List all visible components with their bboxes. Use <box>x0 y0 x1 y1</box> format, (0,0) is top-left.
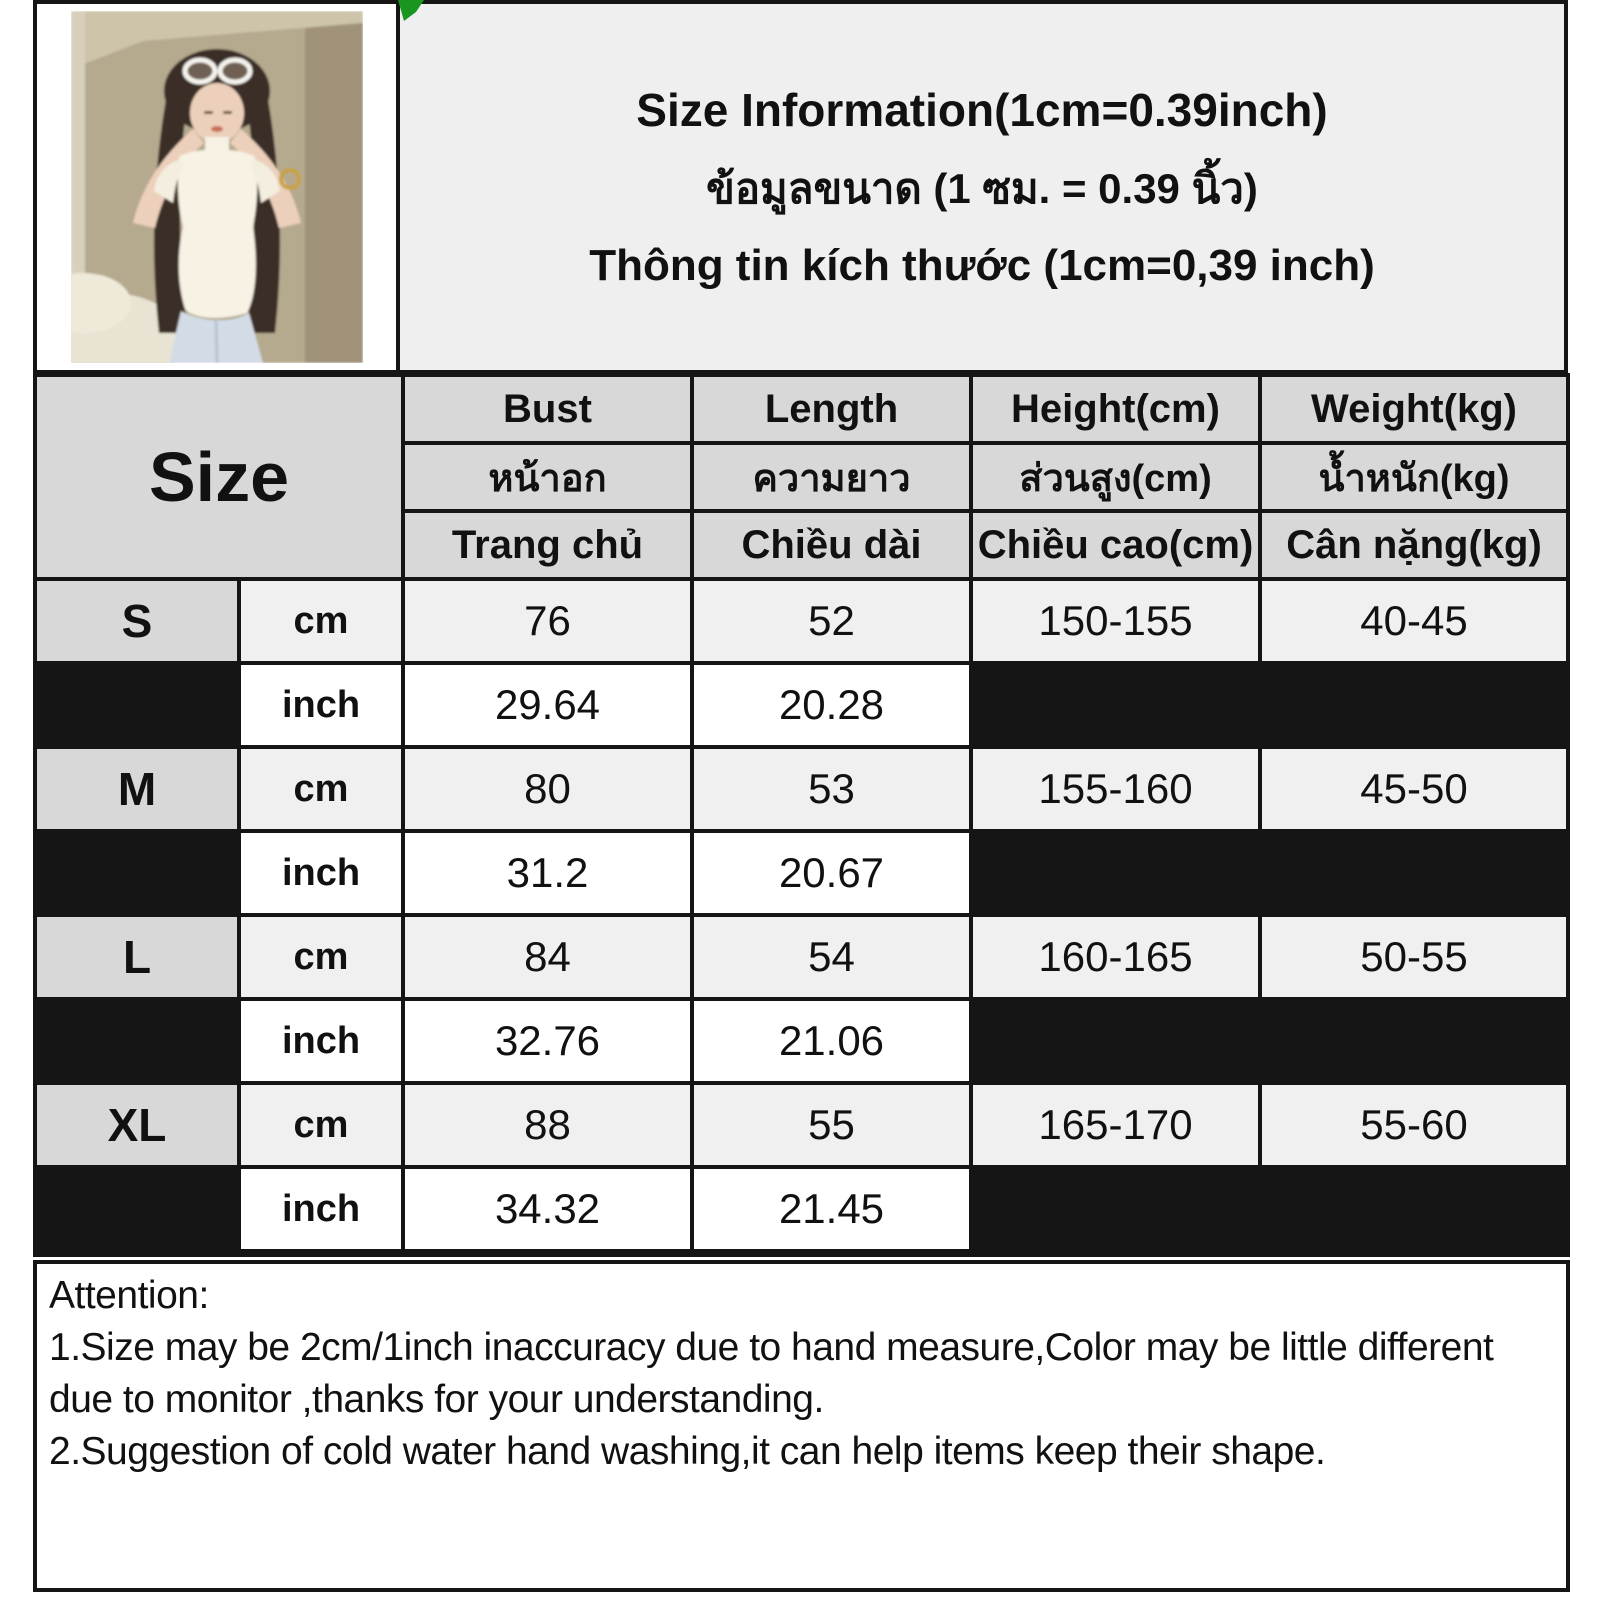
row-xl-unit-cm: cm <box>241 1085 401 1165</box>
row-m-unit-cm: cm <box>241 749 401 829</box>
title-thai: ข้อมูลขนาด (1 ซม. = 0.39 นิ้ว) <box>706 165 1258 212</box>
row-s-unit-inch: inch <box>241 665 401 745</box>
row-l-bust-cm: 84 <box>405 917 690 997</box>
col-length-en: Length <box>694 377 969 441</box>
row-s-length-inch: 20.28 <box>694 665 969 745</box>
col-length-th: ความยาว <box>694 445 969 509</box>
row-l-unit-cm: cm <box>241 917 401 997</box>
row-l-length-inch: 21.06 <box>694 1001 969 1081</box>
title-english: Size Information(1cm=0.39inch) <box>636 84 1328 136</box>
col-height-vi: Chiều cao(cm) <box>973 513 1258 577</box>
row-s-label: S <box>37 581 237 661</box>
row-m-length-cm: 53 <box>694 749 969 829</box>
product-photo <box>70 11 363 363</box>
col-weight-en: Weight(kg) <box>1262 377 1566 441</box>
row-xl-height: 165-170 <box>973 1085 1258 1165</box>
row-l-weight: 50-55 <box>1262 917 1566 997</box>
col-weight-th: น้ำหนัก(kg) <box>1262 445 1566 509</box>
size-information-title: Size Information(1cm=0.39inch) ข้อมูลขนา… <box>396 0 1568 374</box>
row-s-bust-inch: 29.64 <box>405 665 690 745</box>
row-m-weight: 45-50 <box>1262 749 1566 829</box>
col-bust-en: Bust <box>405 377 690 441</box>
col-bust-th: หน้าอก <box>405 445 690 509</box>
row-m-unit-inch: inch <box>241 833 401 913</box>
col-height-th: ส่วนสูง(cm) <box>973 445 1258 509</box>
row-l-unit-inch: inch <box>241 1001 401 1081</box>
row-xl-length-inch: 21.45 <box>694 1169 969 1249</box>
green-corner-marker-icon <box>398 0 424 21</box>
row-xl-bust-inch: 34.32 <box>405 1169 690 1249</box>
size-corner-label: Size <box>37 377 401 577</box>
row-m-label: M <box>37 749 237 829</box>
row-xl-unit-inch: inch <box>241 1169 401 1249</box>
row-s-length-cm: 52 <box>694 581 969 661</box>
title-vietnamese: Thông tin kích thước (1cm=0,39 inch) <box>589 241 1375 290</box>
row-m-length-inch: 20.67 <box>694 833 969 913</box>
col-weight-vi: Cân nặng(kg) <box>1262 513 1566 577</box>
attention-note-1: 1.Size may be 2cm/1inch inaccuracy due t… <box>49 1326 1494 1421</box>
row-xl-label: XL <box>37 1085 237 1165</box>
row-s-bust-cm: 76 <box>405 581 690 661</box>
row-m-bust-inch: 31.2 <box>405 833 690 913</box>
col-height-en: Height(cm) <box>973 377 1258 441</box>
row-l-label: L <box>37 917 237 997</box>
attention-notes: Attention: 1.Size may be 2cm/1inch inacc… <box>33 1260 1570 1592</box>
row-m-bust-cm: 80 <box>405 749 690 829</box>
row-xl-weight: 55-60 <box>1262 1085 1566 1165</box>
size-table: Size Bust Length Height(cm) Weight(kg) ห… <box>33 373 1570 1257</box>
row-l-bust-inch: 32.76 <box>405 1001 690 1081</box>
row-s-height: 150-155 <box>973 581 1258 661</box>
row-s-weight: 40-45 <box>1262 581 1566 661</box>
product-photo-cell <box>33 0 400 374</box>
attention-heading: Attention: <box>49 1274 209 1317</box>
row-l-height: 160-165 <box>973 917 1258 997</box>
row-s-unit-cm: cm <box>241 581 401 661</box>
row-xl-bust-cm: 88 <box>405 1085 690 1165</box>
col-length-vi: Chiều dài <box>694 513 969 577</box>
col-bust-vi: Trang chủ <box>405 513 690 577</box>
attention-note-2: 2.Suggestion of cold water hand washing,… <box>49 1430 1326 1473</box>
row-xl-length-cm: 55 <box>694 1085 969 1165</box>
row-m-height: 155-160 <box>973 749 1258 829</box>
row-l-length-cm: 54 <box>694 917 969 997</box>
